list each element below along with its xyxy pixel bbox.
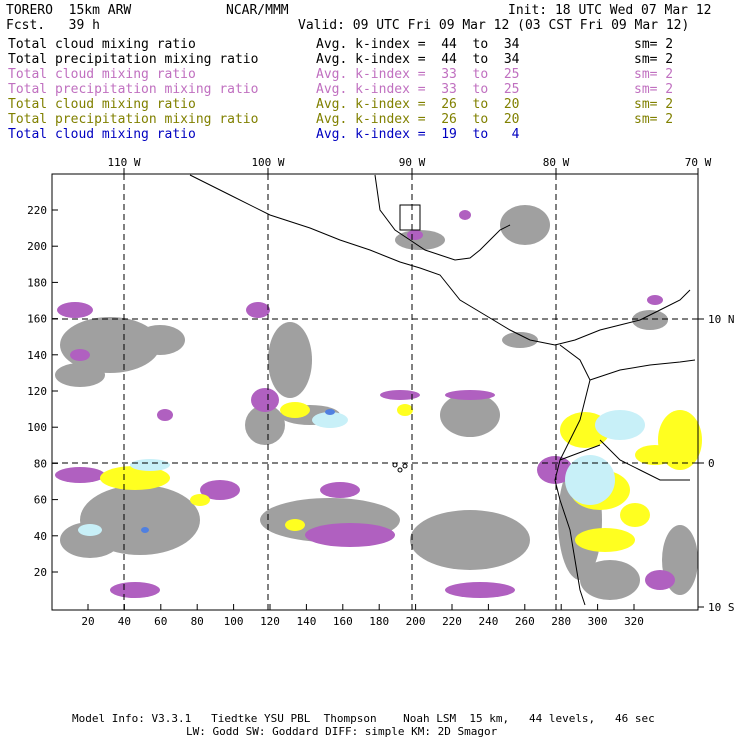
y-tick-label: 40 [34,530,47,543]
init-time: Init: 18 UTC Wed 07 Mar 12 [508,3,712,18]
legend-sm: sm= 2 [634,52,674,67]
y-tick-label: 140 [27,349,47,362]
axis-ticks: 20 40 60 80 100 120 140 160 180 200 220 240 260 280 30… [27,156,734,628]
legend-kindex: Avg. k-index = 26 to 20 [316,112,520,127]
lon-label: 80 W [543,156,570,169]
legend-kindex: Avg. k-index = 44 to 34 [316,37,520,52]
x-tick-label: 240 [478,615,498,628]
lon-label: 100 W [251,156,284,169]
legend-kindex: Avg. k-index = 44 to 34 [316,52,520,67]
graticule [52,174,698,610]
legend-field: Total cloud mixing ratio [8,67,196,82]
lon-label: 70 W [685,156,712,169]
map-frame [51,173,699,611]
legend-field: Total cloud mixing ratio [8,97,196,112]
lon-label: 110 W [107,156,140,169]
coastlines [189,174,696,606]
forecast-hour: Fcst. 39 h [6,18,100,33]
legend-sm: sm= 2 [634,97,674,112]
legend-field: Total precipitation mixing ratio [8,52,259,67]
y-tick-label: 220 [27,204,47,217]
x-tick-label: 320 [624,615,644,628]
x-tick-label: 280 [551,615,571,628]
blue-cloud-field [141,409,335,533]
x-tick-label: 120 [260,615,280,628]
legend-field: Total cloud mixing ratio [8,37,196,52]
legend-field: Total cloud mixing ratio [8,127,196,142]
x-tick-label: 20 [81,615,94,628]
legend-sm: sm= 2 [634,82,674,97]
legend-kindex: Avg. k-index = 19 to 4 [316,127,520,142]
y-tick-label: 20 [34,566,47,579]
x-tick-label: 80 [191,615,204,628]
footer-model-info: Model Info: V3.3.1 Tiedtke YSU PBL Thomp… [72,712,655,725]
x-tick-label: 300 [588,615,608,628]
legend-sm: sm= 2 [634,37,674,52]
islands [392,462,408,473]
y-tick-label: 200 [27,240,47,253]
x-tick-label: 180 [369,615,389,628]
x-tick-label: 140 [296,615,316,628]
lon-label: 90 W [399,156,426,169]
model-title: TORERO 15km ARW [6,3,132,18]
lat-label: 10 N [708,313,735,326]
x-tick-label: 200 [406,615,426,628]
x-tick-label: 40 [118,615,131,628]
x-tick-label: 260 [515,615,535,628]
y-tick-label: 120 [27,385,47,398]
x-tick-label: 100 [224,615,244,628]
x-tick-label: 60 [154,615,167,628]
gray-cloud-field [55,205,698,600]
legend-sm: sm= 2 [634,67,674,82]
legend-kindex: Avg. k-index = 33 to 25 [316,82,520,97]
y-tick-label: 100 [27,421,47,434]
lat-label: 0 [708,457,715,470]
legend-field: Total precipitation mixing ratio [8,112,259,127]
lightblue-cloud-field [78,410,645,536]
y-tick-label: 60 [34,494,47,507]
footer-physics-info: LW: Godd SW: Goddard DIFF: simple KM: 2D… [186,725,498,738]
y-tick-label: 80 [34,457,47,470]
legend-field: Total precipitation mixing ratio [8,82,259,97]
y-tick-label: 180 [27,276,47,289]
valid-time: Valid: 09 UTC Fri 09 Mar 12 (03 CST Fri … [298,18,690,33]
purple-cloud-field [55,210,675,598]
lat-label: 10 S [708,601,735,614]
y-tick-label: 160 [27,313,47,326]
legend-kindex: Avg. k-index = 26 to 20 [316,97,520,112]
legend-kindex: Avg. k-index = 33 to 25 [316,67,520,82]
center-title: NCAR/MMM [226,3,289,18]
x-tick-label: 160 [333,615,353,628]
legend-sm: sm= 2 [634,112,674,127]
x-tick-label: 220 [442,615,462,628]
